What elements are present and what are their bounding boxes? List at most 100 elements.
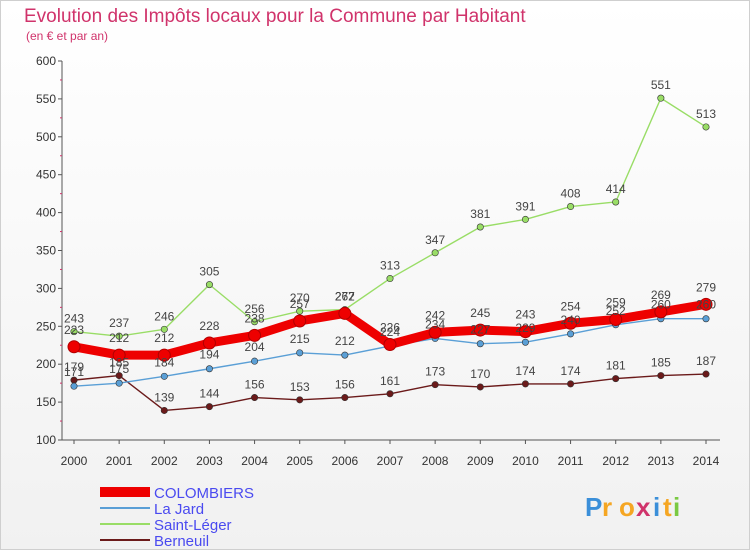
data-label: 391 (515, 199, 535, 213)
data-label: 260 (696, 298, 716, 312)
logo-letter: o (619, 492, 635, 522)
series-colombiers (67, 297, 713, 362)
data-label: 270 (290, 291, 310, 305)
data-label: 229 (515, 321, 535, 335)
logo-letter: t (663, 492, 672, 522)
data-point (567, 203, 575, 211)
data-point (476, 383, 484, 391)
data-point (296, 349, 304, 357)
data-point (521, 215, 529, 223)
data-point (431, 381, 439, 389)
data-label: 181 (606, 359, 626, 373)
data-label: 184 (154, 355, 174, 369)
data-label: 381 (470, 207, 490, 221)
y-tick-label: 350 (36, 244, 56, 258)
data-point (293, 314, 307, 328)
data-point (386, 275, 394, 283)
data-label: 551 (651, 78, 671, 92)
data-label: 185 (651, 356, 671, 370)
data-label: 223 (64, 323, 84, 337)
data-label: 238 (245, 311, 265, 325)
data-label: 305 (199, 265, 219, 279)
logo-letter: i (673, 492, 680, 522)
data-point (612, 375, 620, 383)
data-point (341, 394, 349, 402)
y-tick-label: 450 (36, 168, 56, 182)
data-point (112, 348, 126, 362)
series-layer (67, 94, 713, 414)
logo-letter: i (653, 492, 660, 522)
data-point (567, 380, 575, 388)
data-point (609, 312, 623, 326)
data-label: 187 (696, 354, 716, 368)
logo-letter: x (636, 492, 651, 522)
data-point (702, 370, 710, 378)
data-point (476, 223, 484, 231)
x-tick-label: 2010 (512, 454, 539, 468)
data-label: 252 (606, 304, 626, 318)
data-label: 259 (606, 295, 626, 309)
data-label: 245 (470, 306, 490, 320)
data-point (205, 281, 213, 289)
x-tick-label: 2007 (377, 454, 404, 468)
x-tick-label: 2012 (602, 454, 629, 468)
y-tick-label: 550 (36, 92, 56, 106)
data-label: 173 (425, 365, 445, 379)
data-label: 272 (335, 290, 355, 304)
axes: 100 150 200 250 300 350 400 450 500 550 600 2000 200… (36, 54, 720, 468)
data-label: 226 (380, 320, 400, 334)
data-label: 212 (109, 331, 129, 345)
x-tick-label: 2006 (332, 454, 359, 468)
x-tick-label: 2014 (693, 454, 720, 468)
data-label: 240 (561, 313, 581, 327)
data-point (248, 328, 262, 342)
data-label: 227 (470, 323, 490, 337)
x-tick-label: 2009 (467, 454, 494, 468)
data-label: 228 (199, 319, 219, 333)
x-tick-label: 2005 (286, 454, 313, 468)
data-point (115, 372, 123, 380)
data-point (612, 198, 620, 206)
data-point (296, 307, 304, 315)
y-tick-label: 250 (36, 319, 56, 333)
y-tick-label: 300 (36, 281, 56, 295)
legend-label: La Jard (154, 501, 204, 518)
data-label: 156 (335, 378, 355, 392)
data-point (654, 305, 668, 319)
data-point (431, 249, 439, 257)
x-tick-label: 2001 (106, 454, 133, 468)
legend-label: Berneuil (154, 533, 209, 550)
data-point (251, 357, 259, 365)
data-point (160, 406, 168, 414)
data-label: 254 (561, 299, 581, 313)
x-tick-label: 2008 (422, 454, 449, 468)
data-point (473, 323, 487, 337)
data-point (341, 351, 349, 359)
data-point (702, 123, 710, 131)
data-label: 212 (335, 334, 355, 348)
data-label: 153 (290, 380, 310, 394)
data-point (70, 328, 78, 336)
data-point (521, 380, 529, 388)
data-label: 212 (154, 331, 174, 345)
data-label: 243 (515, 308, 535, 322)
data-point (657, 372, 665, 380)
y-tick-label: 100 (36, 433, 56, 447)
data-label: 144 (199, 387, 219, 401)
data-point (383, 337, 397, 351)
data-label: 194 (199, 348, 219, 362)
data-point (567, 330, 575, 338)
x-tick-label: 2000 (61, 454, 88, 468)
x-tick-label: 2013 (648, 454, 675, 468)
data-point (702, 315, 710, 323)
data-label: 174 (561, 364, 581, 378)
data-label: 174 (515, 364, 535, 378)
x-tick-label: 2004 (241, 454, 268, 468)
data-label: 175 (109, 362, 129, 376)
y-tick-label: 500 (36, 130, 56, 144)
data-label: 242 (425, 308, 445, 322)
